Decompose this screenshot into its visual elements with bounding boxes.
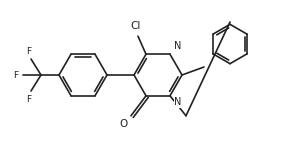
Text: Cl: Cl [131,21,141,31]
Text: O: O [119,119,127,129]
Text: N: N [174,41,182,51]
Text: F: F [13,70,18,80]
Text: F: F [27,94,32,104]
Text: N: N [174,97,182,107]
Text: F: F [27,46,32,55]
